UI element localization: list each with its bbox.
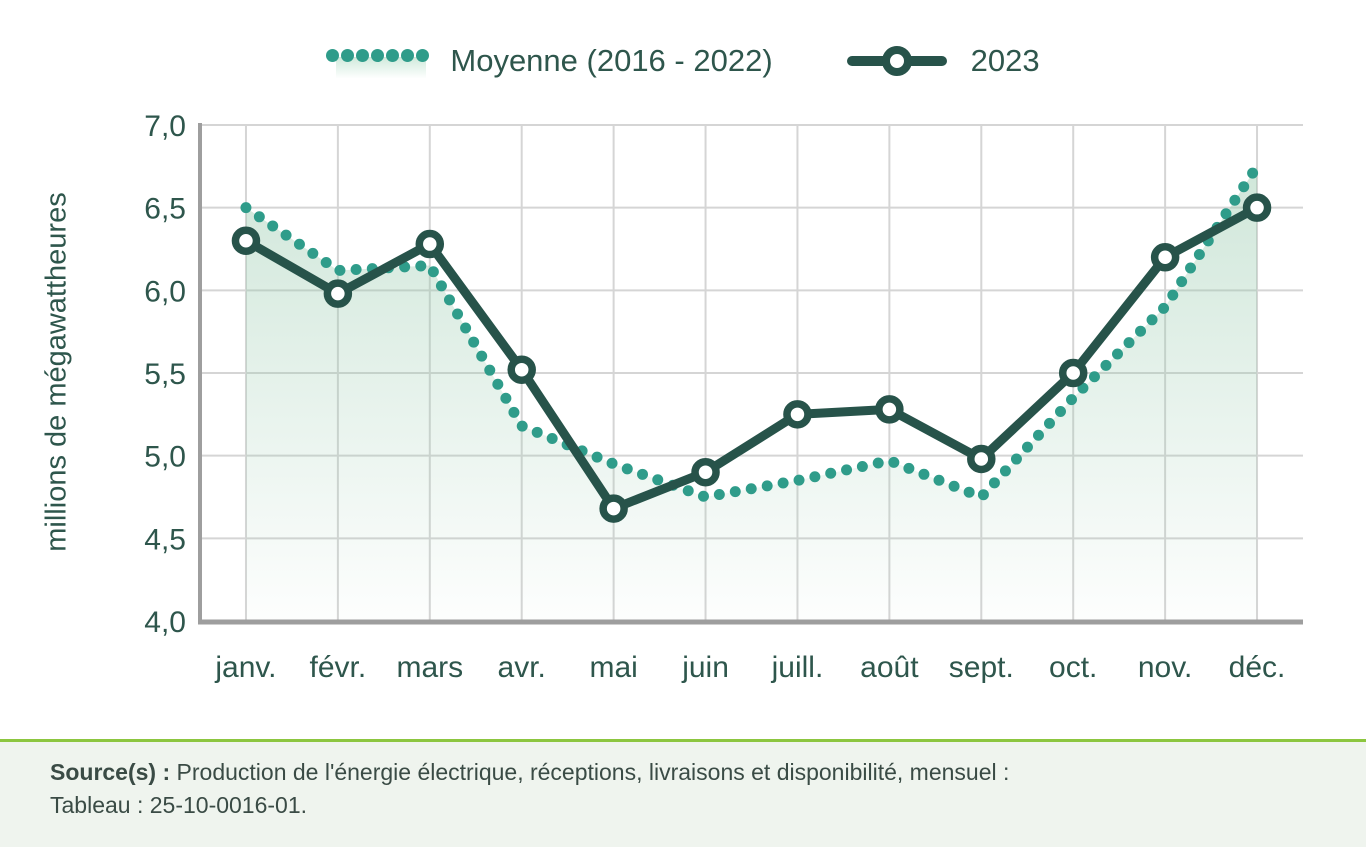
moyenne-area-fill [245, 166, 1258, 622]
data-point-2023 [323, 279, 353, 308]
chart-canvas: 7,0 6,5 6,0 5,5 5,0 4,5 4,0 janv. févr. mars avr. m… [144, 110, 1303, 684]
y-axis-title: millions de mégawattheures [40, 192, 73, 552]
data-point-2023 [1058, 358, 1088, 388]
data-point-2023 [599, 494, 628, 523]
y-tick-label: 6,0 [144, 275, 186, 308]
moyenne-area-swatch [336, 57, 427, 78]
source-band: Source(s) : Production de l'énergie élec… [0, 739, 1366, 847]
source-text-line1: Source(s) : Production de l'énergie élec… [50, 759, 1010, 785]
data-point-2023 [691, 457, 720, 487]
moyenne-dotted-swatch-icon [326, 43, 430, 79]
x-tick-label: mars [396, 651, 463, 684]
x-tick-label: févr. [310, 651, 367, 684]
line-chart: 7,0 6,5 6,0 5,5 5,0 4,5 4,0 janv. févr. mars avr. m… [144, 110, 1303, 684]
data-point-2023 [1242, 193, 1272, 222]
y-tick-label: 6,5 [144, 193, 186, 226]
y-tick-label: 4,5 [144, 523, 186, 556]
x-tick-label: août [860, 651, 919, 684]
x-tick-label: janv. [214, 651, 276, 684]
y-tick-label: 5,5 [144, 358, 186, 391]
data-point-2023 [875, 395, 904, 424]
data-point-2023 [415, 229, 445, 259]
y-tick-label: 5,0 [144, 441, 186, 474]
chart-legend: Moyenne (2016 - 2022) 2023 [0, 42, 1366, 80]
x-tick-label: juill. [771, 651, 824, 684]
legend-item-2023: 2023 [845, 42, 1040, 80]
legend-label-moyenne: Moyenne (2016 - 2022) [450, 43, 773, 78]
x-tick-label: avr. [498, 651, 546, 684]
x-tick-label: oct. [1049, 651, 1097, 684]
line-2023 [241, 203, 1262, 514]
moyenne-line [240, 160, 1263, 503]
legend-label-2023: 2023 [970, 43, 1040, 78]
data-point-2023 [507, 355, 536, 384]
legend-item-moyenne: Moyenne (2016 - 2022) [326, 43, 773, 79]
line-marker-swatch-icon [846, 46, 947, 76]
moyenne-dots [326, 49, 430, 62]
x-tick-label: juin [681, 651, 729, 684]
data-point-2023 [783, 400, 812, 429]
source-text-line2: Tableau : 25-10-0016-01. [50, 792, 308, 818]
data-point-2023 [1150, 243, 1180, 272]
y-tick-label: 4,0 [144, 606, 186, 639]
x-tick-label: déc. [1229, 651, 1286, 684]
y-tick-label: 7,0 [144, 110, 186, 143]
x-tick-label: sept. [949, 651, 1014, 684]
data-point-2023 [967, 444, 996, 474]
x-tick-label: mai [589, 651, 637, 684]
source-label: Source(s) : [50, 759, 171, 785]
data-point-2023 [231, 226, 261, 255]
x-tick-label: nov. [1138, 651, 1192, 684]
